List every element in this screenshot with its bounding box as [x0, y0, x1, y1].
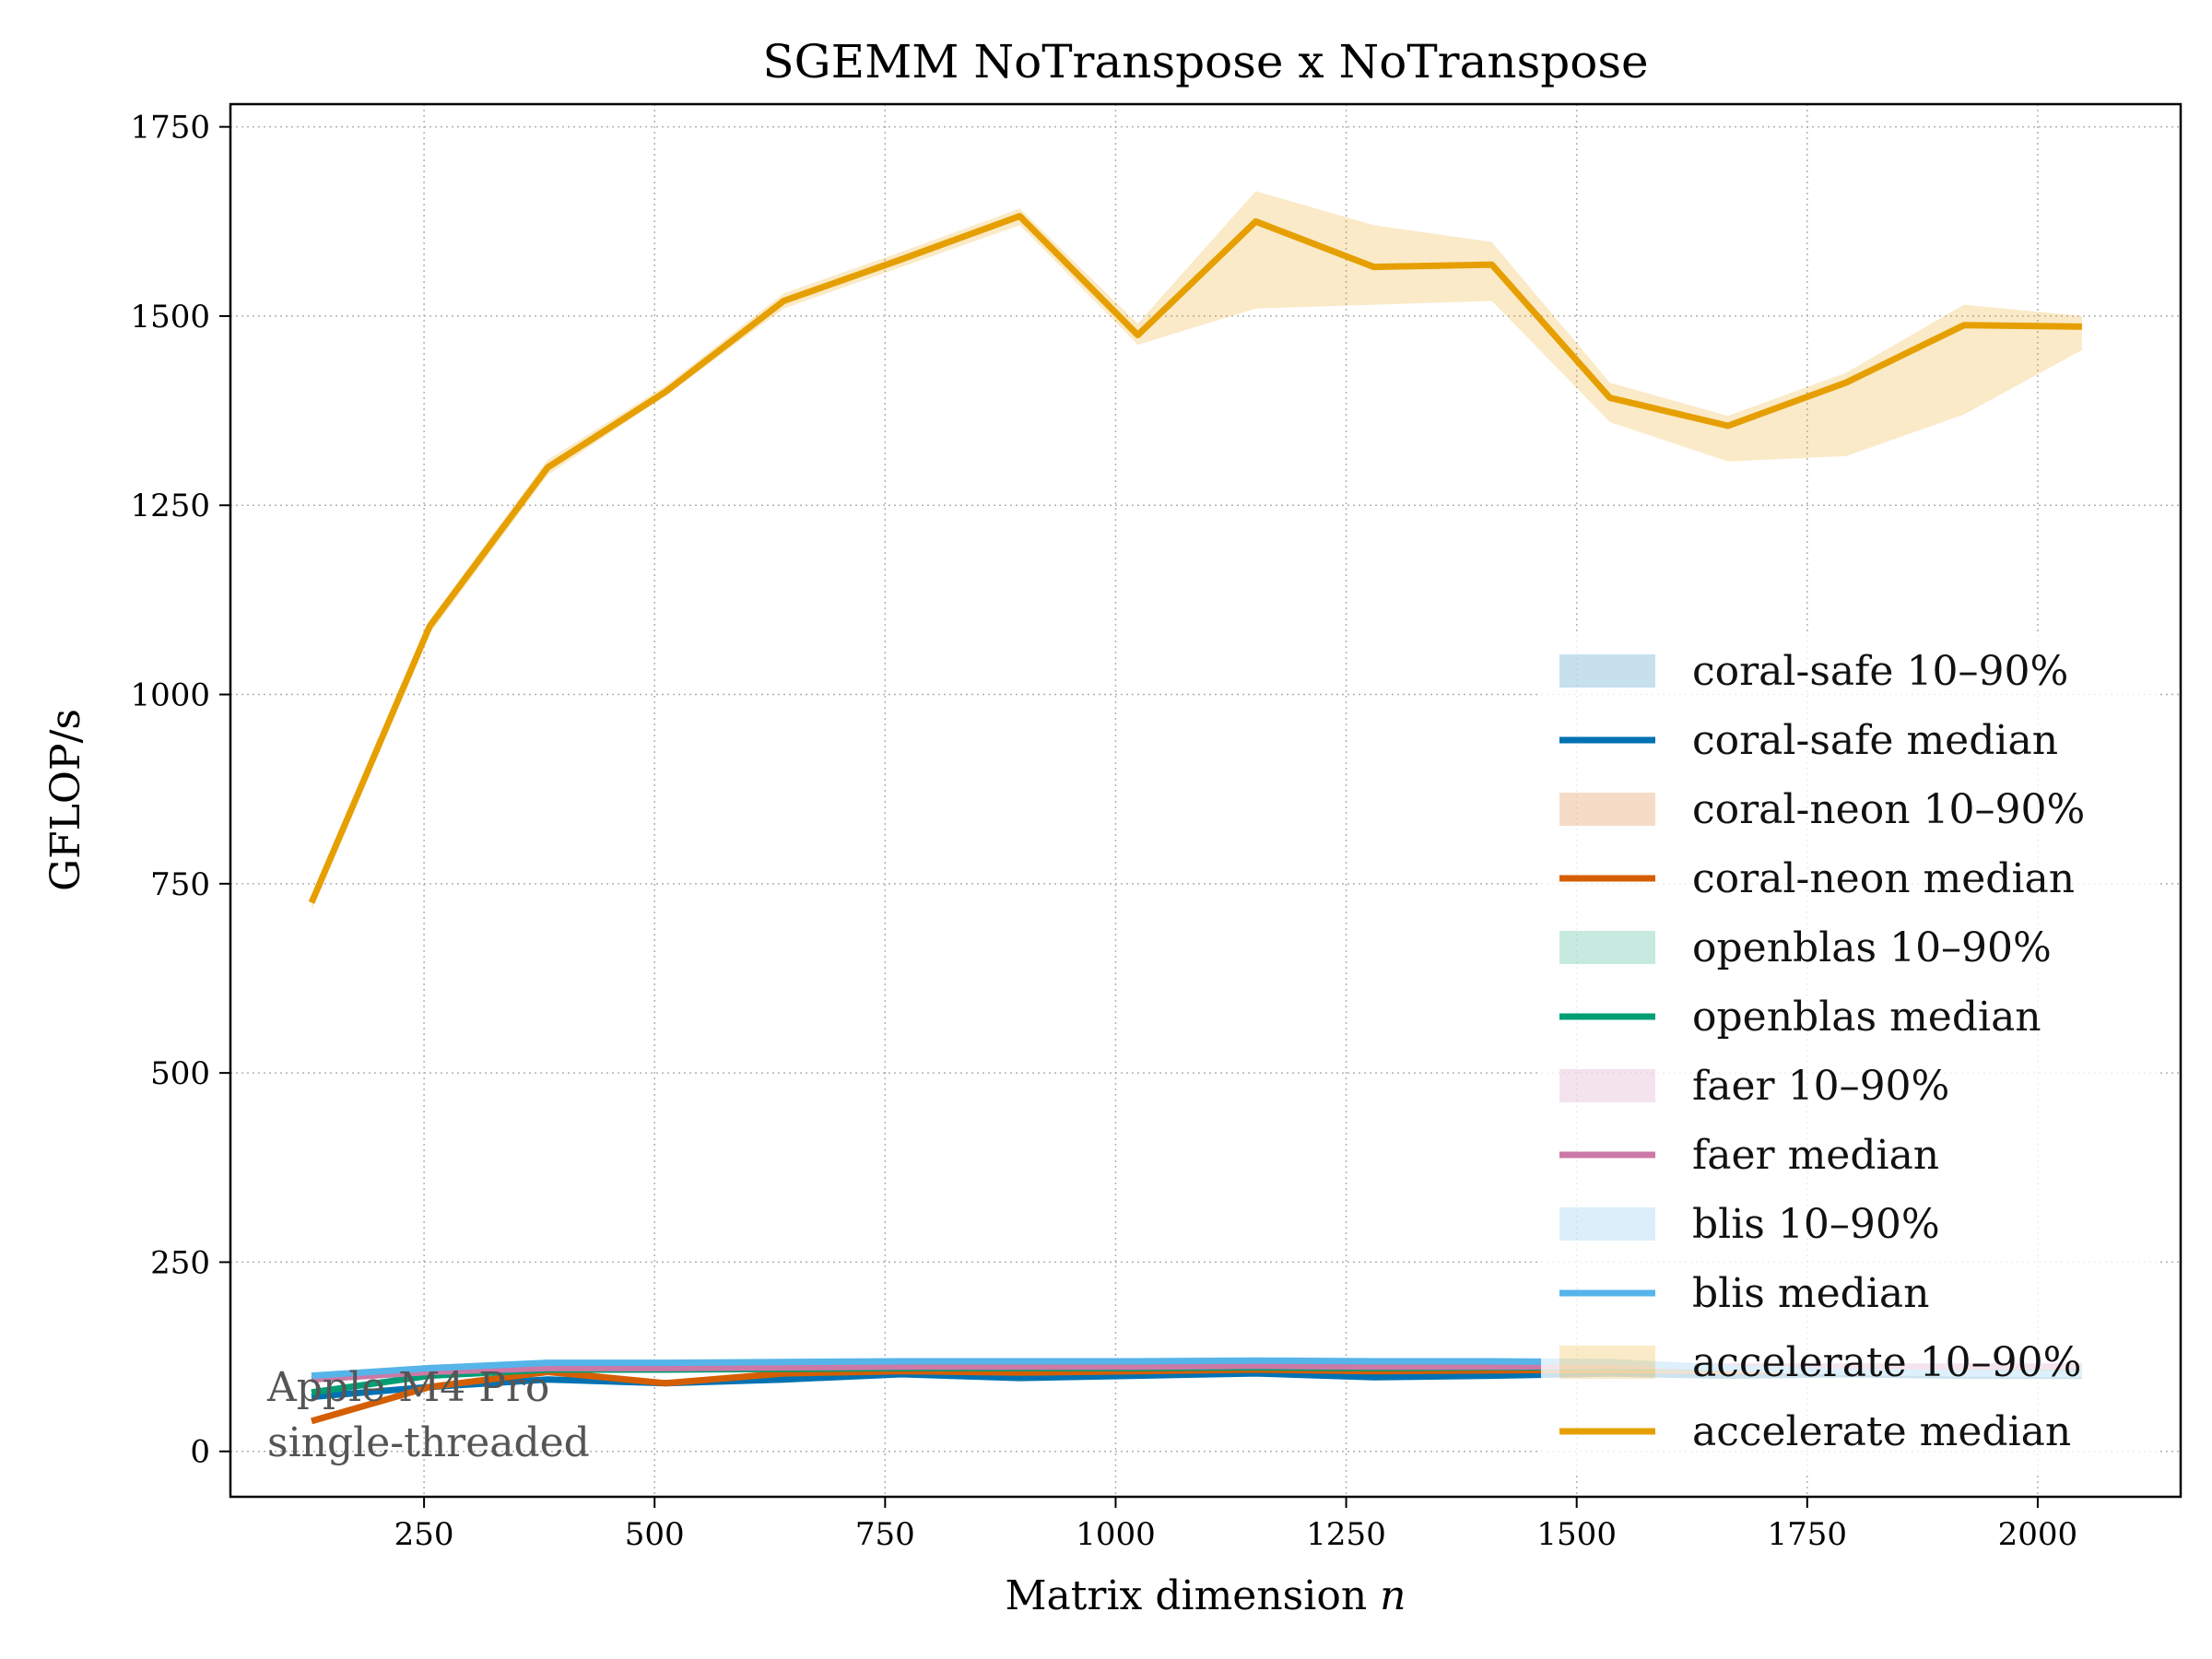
y-tick-label: 750 — [150, 866, 210, 903]
hardware-annotation: Apple M4 Pro single-threaded — [266, 1364, 590, 1466]
y-tick-label: 500 — [150, 1055, 210, 1092]
x-axis-label: Matrix dimension n — [1005, 1572, 1406, 1619]
y-tick-label: 1250 — [130, 488, 210, 524]
grid — [230, 104, 2181, 1497]
x-tick-label: 1250 — [1306, 1516, 1386, 1553]
y-tick-label: 1000 — [130, 677, 210, 714]
x-tick-label: 1750 — [1768, 1516, 1848, 1553]
blis-band-legend-label: blis 10–90% — [1692, 1201, 1940, 1248]
coral-neon-median-legend-label: coral-neon median — [1692, 855, 2075, 902]
faer-band-legend-swatch — [1559, 1069, 1655, 1102]
coral-safe-median-legend-label: coral-safe median — [1692, 717, 2058, 764]
annotation-line-2: single-threaded — [267, 1419, 590, 1466]
blis-band-legend-swatch — [1559, 1207, 1655, 1241]
legend-background — [1541, 634, 2157, 1473]
x-axis-label-text: Matrix dimension — [1005, 1572, 1367, 1619]
x-tick-label: 1500 — [1536, 1516, 1617, 1553]
y-tick-label: 1500 — [130, 299, 210, 335]
axis-ticks: 250 500 750 1000 1250 1500 1750 2000 0 250 500 750 1… — [130, 110, 2077, 1553]
x-axis-label-variable: n — [1380, 1572, 1406, 1619]
x-tick-label: 1000 — [1076, 1516, 1156, 1553]
y-axis-label: GFLOP/s — [42, 709, 89, 891]
coral-safe-band-legend-swatch — [1559, 654, 1655, 688]
coral-neon-band-legend-swatch — [1559, 793, 1655, 826]
x-tick-label: 2000 — [1998, 1516, 2078, 1553]
y-tick-label: 1750 — [130, 110, 210, 147]
chart-title: SGEMM NoTranspose x NoTranspose — [762, 35, 1648, 88]
y-tick-label: 250 — [150, 1244, 210, 1281]
faer-median-legend-label: faer median — [1692, 1132, 1939, 1179]
coral-neon-band-legend-label: coral-neon 10–90% — [1692, 786, 2085, 833]
accelerate-band-legend-label: accelerate 10–90% — [1692, 1339, 2081, 1386]
accelerate-band-legend-swatch — [1559, 1346, 1655, 1379]
accelerate-median-line — [308, 213, 2082, 904]
annotation-line-1: Apple M4 Pro — [266, 1364, 549, 1411]
accelerate-median-legend-label: accelerate median — [1692, 1408, 2071, 1455]
x-tick-label: 750 — [855, 1516, 915, 1553]
blis-median-legend-label: blis median — [1692, 1270, 1929, 1317]
plot-frame — [229, 102, 2183, 1499]
x-tick-label: 250 — [394, 1516, 454, 1553]
x-tick-label: 500 — [625, 1516, 685, 1553]
openblas-band-legend-swatch — [1559, 931, 1655, 964]
y-tick-label: 0 — [190, 1434, 210, 1471]
coral-safe-band-legend-label: coral-safe 10–90% — [1692, 648, 2068, 695]
openblas-band-legend-label: openblas 10–90% — [1692, 924, 2052, 971]
legend: coral-safe 10–90% coral-safe median coral-… — [1541, 634, 2157, 1473]
openblas-median-legend-label: openblas median — [1692, 994, 2041, 1041]
faer-band-legend-label: faer 10–90% — [1692, 1063, 1949, 1110]
